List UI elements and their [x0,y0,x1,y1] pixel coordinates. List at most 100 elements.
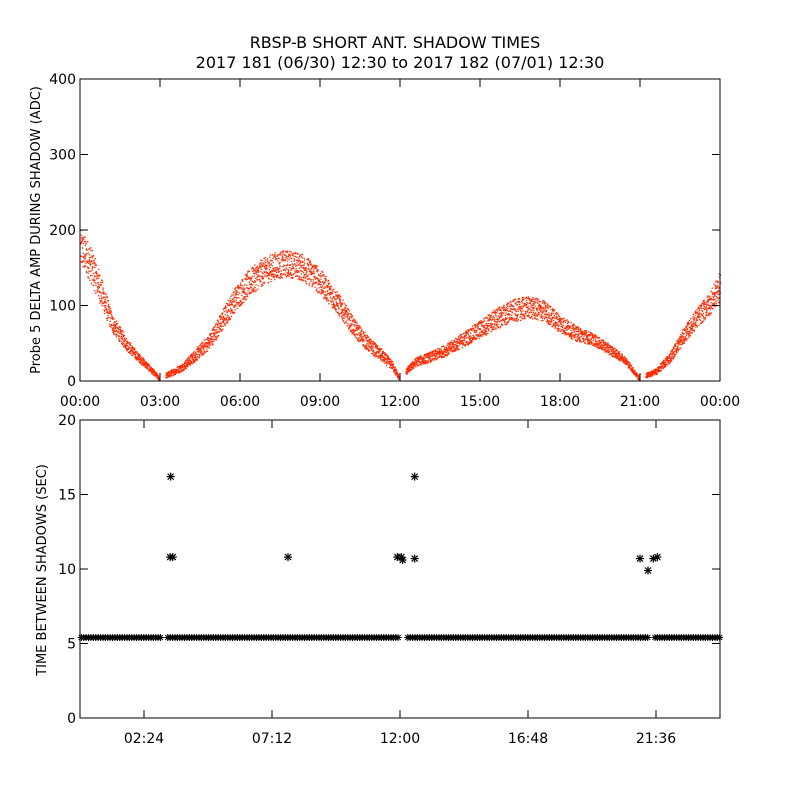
amplitude-point [312,281,314,283]
amplitude-point [120,329,123,332]
amplitude-point [367,340,369,342]
amplitude-point [372,346,374,348]
amplitude-point [648,372,651,374]
amplitude-point [200,350,202,352]
amplitude-point [296,270,298,272]
amplitude-point [213,338,216,340]
amplitude-point [174,373,176,375]
amplitude-point [621,355,623,357]
amplitude-point [236,303,238,305]
amplitude-point [295,271,297,273]
amplitude-point [531,309,533,312]
amplitude-point [614,353,617,355]
amplitude-point [705,301,707,304]
amplitude-point [691,332,694,334]
amplitude-point [123,346,125,348]
amplitude-point [297,253,299,255]
amplitude-point [306,270,308,273]
amplitude-point [307,276,309,278]
amplitude-point [391,363,393,365]
amplitude-point [252,267,254,269]
amplitude-point [533,314,535,316]
amplitude-point [683,339,685,341]
amplitude-point [496,308,498,310]
amplitude-point [113,332,115,334]
amplitude-point [216,326,218,329]
amplitude-point [386,362,388,364]
amplitude-point [491,326,493,328]
amplitude-point [211,336,213,338]
amplitude-point [356,322,358,324]
amplitude-point [464,339,466,342]
amplitude-point [492,318,494,320]
amplitude-point [104,302,106,304]
amplitude-point [580,330,583,332]
amplitude-point [314,267,316,269]
amplitude-point [186,358,188,360]
amplitude-point [309,278,311,280]
amplitude-point [321,292,324,294]
amplitude-point [590,332,593,334]
amplitude-point [219,325,221,327]
amplitude-point [556,324,558,326]
amplitude-point [302,279,304,282]
amplitude-point [535,299,537,301]
amplitude-point [362,331,364,333]
amplitude-point [509,317,511,319]
amplitude-point [497,327,499,329]
amplitude-point [390,364,392,366]
amplitude-point [273,269,275,271]
amplitude-point [392,366,394,368]
amplitude-point [424,354,426,356]
amplitude-point [436,358,438,361]
amplitude-point [221,325,223,328]
amplitude-point [508,314,510,316]
amplitude-point [443,351,445,353]
amplitude-point [349,325,351,328]
amplitude-point [217,321,219,323]
amplitude-point [180,365,182,368]
amplitude-point [481,335,483,338]
amplitude-point [87,277,90,279]
amplitude-point [124,340,126,342]
amplitude-point [461,347,463,349]
amplitude-point [684,329,686,332]
amplitude-point [352,321,354,323]
amplitude-point [151,372,153,374]
amplitude-point [544,311,547,313]
amplitude-point [337,297,339,299]
amplitude-point [196,357,198,359]
amplitude-point [457,349,459,351]
amplitude-point [533,308,535,310]
amplitude-point [673,356,675,358]
amplitude-point [309,273,311,275]
amplitude-point [187,357,189,359]
amplitude-point [624,362,626,364]
amplitude-point [99,291,101,293]
amplitude-point [528,297,530,299]
amplitude-point [249,279,252,281]
amplitude-point [435,355,437,357]
amplitude-point [552,323,554,325]
amplitude-point [487,332,489,335]
amplitude-point [244,274,247,276]
amplitude-point [350,314,353,316]
amplitude-point [389,358,392,360]
amplitude-point [669,361,671,363]
amplitude-point [706,310,708,312]
amplitude-point [348,317,351,320]
amplitude-point [184,364,186,367]
amplitude-point [225,310,227,312]
amplitude-point [383,358,385,361]
amplitude-point [115,329,117,331]
amplitude-point [626,359,628,361]
amplitude-point [92,285,95,287]
amplitude-point [228,302,231,304]
amplitude-point [569,327,571,329]
amplitude-point [193,353,195,355]
amplitude-point [377,345,379,347]
amplitude-point [549,320,551,323]
amplitude-point [676,347,679,349]
amplitude-point [703,299,705,301]
amplitude-point [228,317,230,319]
